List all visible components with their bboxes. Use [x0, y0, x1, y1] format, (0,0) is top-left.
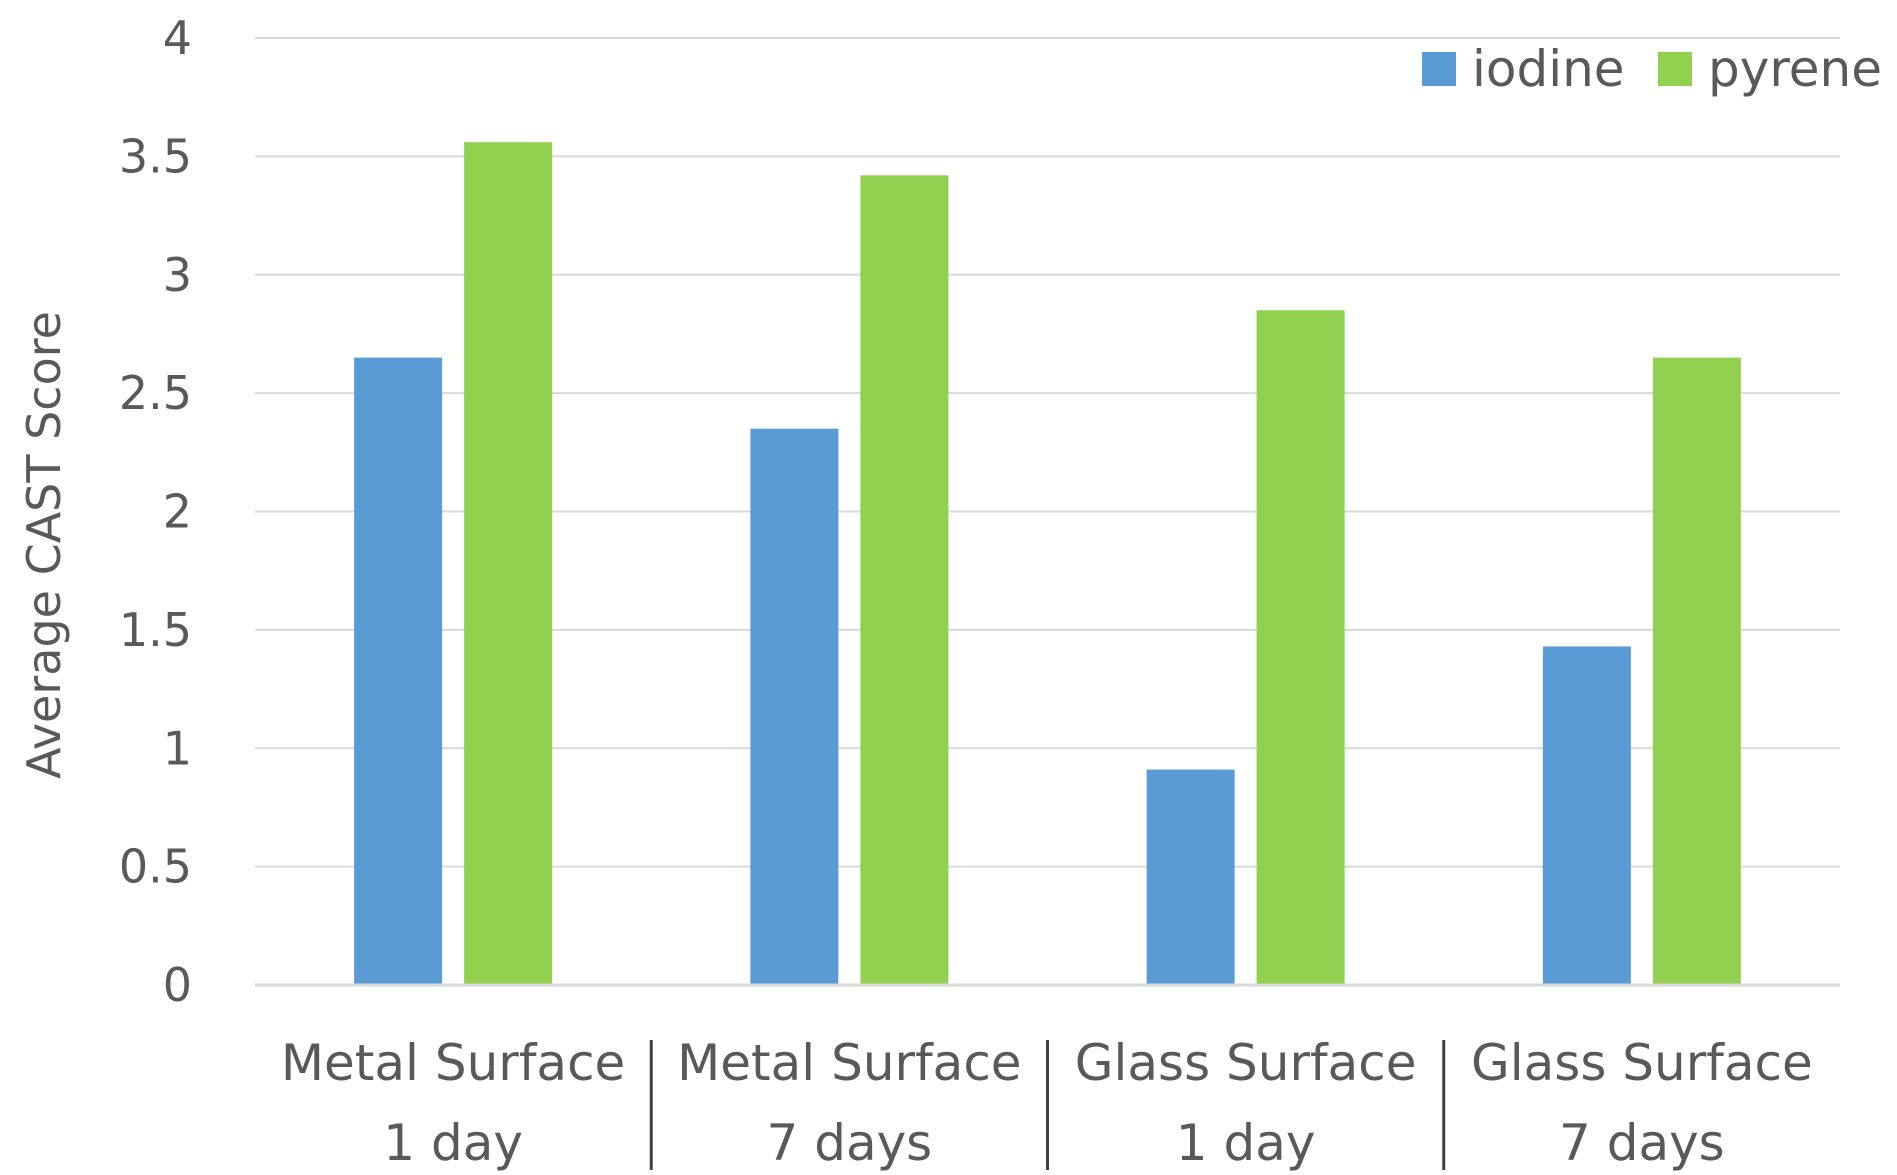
- legend-label-pyrene: pyrene: [1708, 40, 1882, 98]
- bar-iodine-3: [1542, 646, 1631, 985]
- x-axis: [255, 983, 1840, 1170]
- category-label: Metal Surface: [677, 1034, 1021, 1092]
- y-axis-ticks: 0 0.5 1 1.5 2 2.5 3 3.5 4: [119, 11, 192, 1012]
- bar-iodine-0: [354, 357, 443, 985]
- category-labels: Metal Surface 1 day Metal Surface 7 days Gla…: [281, 1034, 1813, 1172]
- bars: [354, 142, 1741, 986]
- category-label: 1 day: [383, 1114, 523, 1172]
- bar-iodine-2: [1146, 769, 1235, 985]
- y-tick-label: 0: [163, 958, 192, 1012]
- legend: iodine pyrene: [1422, 40, 1882, 98]
- y-axis-title: Average CAST Score: [17, 311, 71, 779]
- y-tick-label: 2.5: [119, 366, 192, 420]
- y-tick-label: 2: [163, 485, 192, 539]
- bar-pyrene-0: [464, 142, 553, 986]
- category-label: Metal Surface: [281, 1034, 625, 1092]
- y-tick-label: 4: [163, 11, 192, 65]
- category-label: Glass Surface: [1075, 1034, 1417, 1092]
- category-label: 7 days: [1559, 1114, 1725, 1172]
- bar-pyrene-1: [860, 175, 949, 985]
- legend-swatch-pyrene: [1658, 52, 1692, 86]
- legend-swatch-iodine: [1422, 52, 1456, 86]
- y-tick-label: 3: [163, 248, 192, 302]
- y-tick-label: 3.5: [119, 129, 192, 183]
- legend-label-iodine: iodine: [1472, 40, 1625, 98]
- y-tick-label: 1: [163, 721, 192, 775]
- category-label: 1 day: [1176, 1114, 1316, 1172]
- category-label: Glass Surface: [1471, 1034, 1813, 1092]
- bar-iodine-1: [750, 428, 839, 985]
- bar-pyrene-2: [1256, 310, 1345, 985]
- y-tick-label: 0.5: [119, 840, 192, 894]
- category-label: 7 days: [767, 1114, 933, 1172]
- bar-pyrene-3: [1652, 357, 1741, 985]
- y-tick-label: 1.5: [119, 603, 192, 657]
